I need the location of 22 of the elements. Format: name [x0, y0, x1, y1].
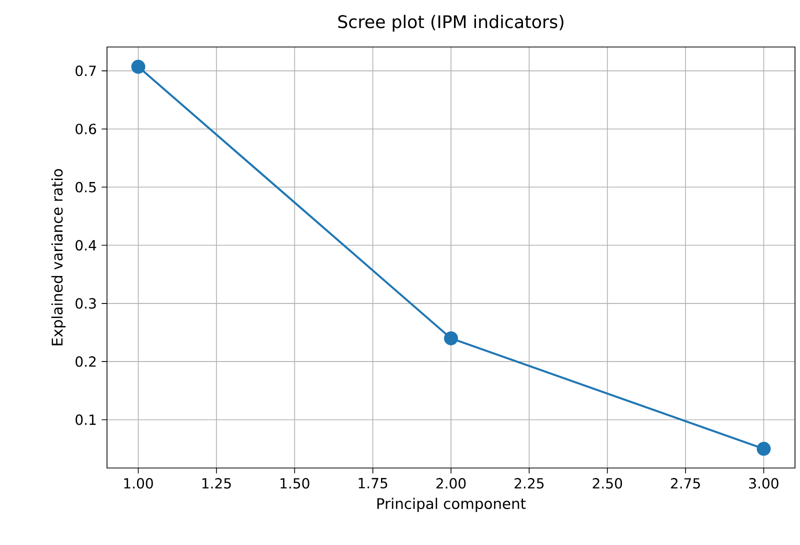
x-axis-title: Principal component — [377, 498, 526, 512]
x-tick-label: 1.00 — [124, 478, 153, 489]
x-tick-label: 3.00 — [749, 478, 778, 489]
x-tick-label: 2.75 — [670, 478, 700, 489]
chart-title: Scree plot (IPM indicators) — [338, 14, 564, 32]
x-tick-label: 2.00 — [436, 478, 466, 489]
y-tick-label: 0.1 — [76, 414, 96, 426]
point — [756, 442, 771, 456]
x-tick-label: 2.50 — [592, 478, 622, 489]
x-tick-label: 1.75 — [358, 478, 388, 488]
y-tick-label: 0.5 — [76, 182, 96, 192]
y-tick-label: 0.3 — [76, 298, 96, 309]
x-tick-label: 1.50 — [280, 478, 310, 489]
point — [444, 331, 458, 346]
y-tick-label: 0.2 — [76, 356, 96, 367]
y-axis-title: Explained variance ratio — [51, 169, 66, 346]
y-tick-label: 0.6 — [76, 124, 96, 134]
x-tick-label: 2.25 — [514, 478, 544, 489]
point — [131, 60, 146, 74]
y-tick-label: 0.4 — [76, 240, 96, 251]
y-tick-label: 0.7 — [76, 66, 96, 76]
x-tick-label: 1.25 — [202, 478, 231, 489]
